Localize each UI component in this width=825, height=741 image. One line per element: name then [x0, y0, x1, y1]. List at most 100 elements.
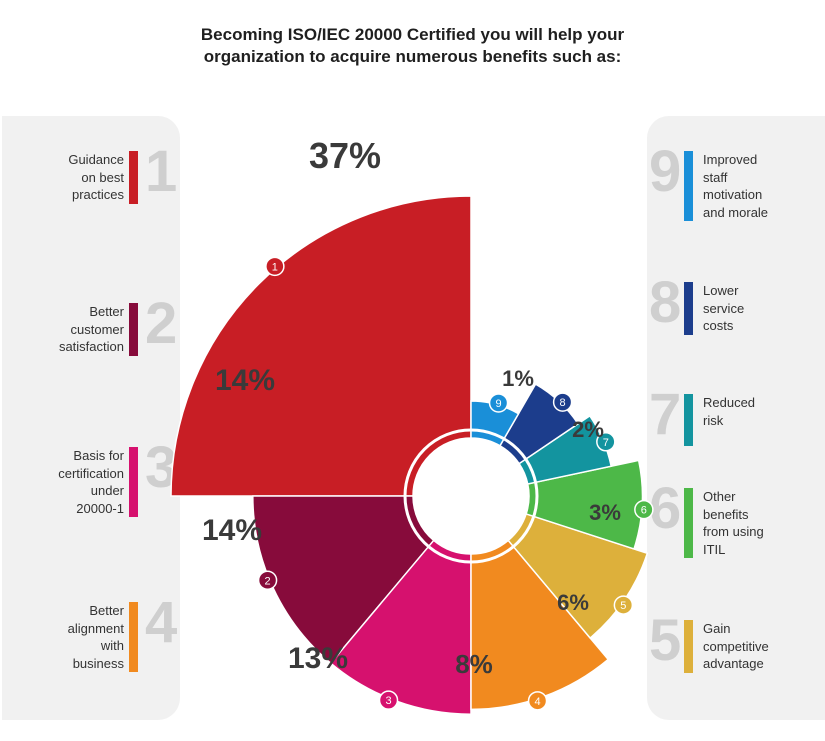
- chart-sectors: [170, 195, 649, 715]
- badge-number: 7: [603, 437, 609, 449]
- badge-circle: [488, 393, 509, 413]
- percent-label-8: 2%: [572, 417, 604, 442]
- badge-9: 9: [488, 393, 509, 413]
- badge-circle: [634, 499, 654, 520]
- legend-label-line: Gain: [703, 621, 731, 636]
- sector-2: [252, 495, 435, 665]
- legend-label-line: ITIL: [703, 541, 726, 557]
- page-title: Becoming ISO/IEC 20000 Certified you wil…: [0, 24, 825, 68]
- badge-4: 4: [527, 691, 548, 711]
- legend-label-line: and morale: [703, 204, 769, 220]
- legend-label-line: service: [703, 300, 745, 316]
- percent-label-9: 1%: [502, 366, 534, 391]
- left-legend-panel: Guidance on best practices 1 Better customer s…: [2, 116, 180, 720]
- legend-label-line: staff: [703, 169, 728, 185]
- legend-label-line: Other: [703, 489, 736, 504]
- chart-center-ring: [403, 428, 539, 564]
- legend-number: 6: [649, 476, 682, 541]
- badge-number: 6: [641, 505, 647, 517]
- legend-color-bar: [684, 394, 693, 446]
- title-line-2: organization to acquire numerous benefit…: [203, 47, 622, 66]
- badge-2: 2: [257, 570, 278, 591]
- legend-label: Basis for certification under 20000-1: [58, 447, 124, 517]
- badge-5: 5: [613, 595, 634, 615]
- badge-number: 3: [385, 695, 391, 707]
- chart-badges: 1 2 3 4 5 6 7 8 9: [257, 256, 654, 711]
- legend-label: Better customer satisfaction: [59, 303, 124, 356]
- legend-item-6: Other benefits from using ITIL 6: [647, 478, 825, 578]
- percent-label-5: 8%: [455, 649, 493, 679]
- badge-circle: [527, 691, 548, 711]
- badge-number: 4: [534, 696, 540, 708]
- badge-8: 8: [552, 392, 573, 412]
- legend-label: Lower service costs: [703, 282, 744, 335]
- legend-number: 8: [649, 270, 682, 335]
- badge-circle: [257, 570, 278, 591]
- legend-label-line: business: [72, 655, 124, 671]
- legend-number: 2: [145, 291, 178, 356]
- legend-label-line: Basis for: [73, 448, 124, 463]
- legend-label-line: customer: [70, 321, 124, 337]
- badge-circle: [596, 432, 616, 452]
- chart-percent-labels: 37% 14% 14% 13% 8% 6% 3% 2% 1%: [202, 135, 621, 679]
- legend-color-bar: [129, 151, 138, 204]
- percent-label-1: 37%: [309, 135, 381, 176]
- legend-label-line: satisfaction: [58, 339, 124, 354]
- legend-number: 4: [145, 590, 178, 655]
- badge-number: 5: [620, 600, 626, 612]
- percent-label-4: 13%: [288, 642, 348, 675]
- legend-label-line: alignment: [67, 620, 124, 636]
- legend-label-line: under: [90, 483, 124, 498]
- badge-number: 1: [272, 261, 278, 273]
- legend-label-line: Reduced: [703, 395, 756, 410]
- badge-3: 3: [378, 690, 399, 710]
- badge-6: 6: [634, 499, 654, 520]
- badge-number: 9: [495, 398, 501, 410]
- badge-1: 1: [265, 256, 285, 277]
- legend-number: 7: [649, 382, 682, 447]
- legend-label: Reduced risk: [703, 394, 755, 429]
- chart-center-hole: [413, 438, 529, 554]
- legend-label: Improved staff motivation and morale: [703, 151, 768, 221]
- legend-item-4: Better alignment with business 4: [2, 592, 180, 692]
- legend-label-line: advantage: [703, 656, 764, 671]
- percent-label-6: 6%: [557, 590, 589, 615]
- legend-number: 9: [649, 139, 682, 204]
- legend-label-line: Guidance: [68, 152, 124, 167]
- legend-number: 1: [145, 139, 178, 204]
- legend-item-1: Guidance on best practices 1: [2, 141, 180, 241]
- badge-circle: [378, 690, 399, 710]
- legend-label-line: 20000-1: [76, 500, 124, 516]
- percent-label-2: 14%: [215, 364, 275, 397]
- legend-color-bar: [684, 151, 693, 221]
- legend-color-bar: [129, 447, 138, 517]
- percent-label-3: 14%: [202, 514, 262, 547]
- legend-label-line: practices: [71, 187, 124, 202]
- legend-label-line: Lower: [703, 283, 739, 298]
- badge-circle: [613, 595, 634, 615]
- badge-circle: [552, 392, 573, 412]
- badge-number: 2: [265, 575, 271, 587]
- legend-color-bar: [684, 282, 693, 335]
- legend-label-line: Better: [89, 304, 124, 319]
- legend-item-5: Gain competitive advantage 5: [647, 610, 825, 710]
- legend-label: Gain competitive advantage: [703, 620, 769, 673]
- legend-label-line: from using: [703, 524, 764, 539]
- legend-item-9: Improved staff motivation and morale 9: [647, 141, 825, 241]
- legend-color-bar: [684, 488, 693, 558]
- badge-7: 7: [596, 432, 616, 452]
- legend-label-line: with: [100, 638, 124, 653]
- legend-label-line: motivation: [703, 187, 763, 202]
- legend-label-line: certification: [58, 465, 124, 481]
- legend-label-line: risk: [703, 412, 724, 428]
- legend-label-line: on best: [81, 169, 124, 185]
- legend-label-line: costs: [703, 318, 734, 333]
- percent-label-7: 3%: [589, 500, 621, 525]
- legend-label-line: Improved: [703, 152, 758, 167]
- legend-item-2: Better customer satisfaction 2: [2, 293, 180, 393]
- sector-1: [170, 195, 472, 497]
- legend-label: Better alignment with business: [68, 602, 124, 672]
- title-line-1: Becoming ISO/IEC 20000 Certified you wil…: [200, 25, 625, 44]
- legend-number: 5: [649, 608, 682, 673]
